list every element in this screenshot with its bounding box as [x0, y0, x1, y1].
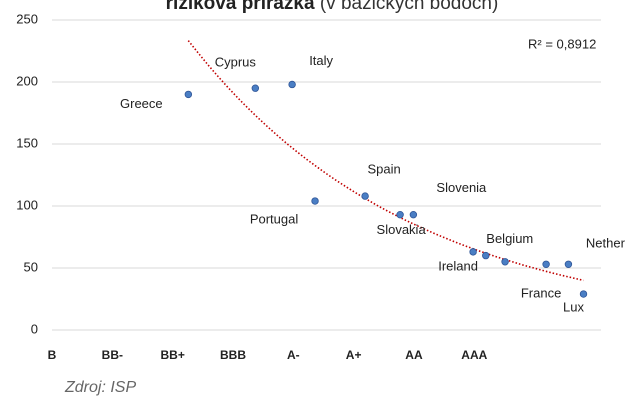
x-tick-label: BBB [220, 348, 246, 362]
x-tick-label: A+ [346, 348, 362, 362]
point [361, 192, 369, 200]
x-tick-label: AAA [461, 348, 487, 362]
point-label: Nether [586, 236, 626, 251]
point-label: Slovakia [377, 222, 427, 237]
y-tick-label: 50 [24, 259, 38, 274]
point-label: Lux [563, 299, 584, 314]
point-label: Cyprus [215, 55, 257, 70]
point-label: France [521, 286, 561, 301]
point [542, 260, 550, 268]
point [482, 251, 490, 260]
point [311, 197, 319, 205]
point [184, 90, 193, 99]
title-rest: (v bázických bodoch) [320, 0, 498, 14]
point [501, 258, 509, 266]
point [396, 210, 404, 219]
x-tick-label: B [48, 348, 57, 362]
point-label: Ireland [438, 258, 478, 273]
point [469, 248, 477, 256]
point [579, 290, 588, 298]
point-label: Portugal [250, 211, 299, 226]
x-tick-label: A- [287, 348, 300, 362]
point [564, 260, 573, 268]
title-bold: riziková prirážka [166, 0, 315, 14]
point [288, 80, 296, 89]
point-label: Belgium [486, 231, 533, 246]
x-tick-label: BB+ [160, 348, 184, 362]
point-label: Spain [367, 162, 400, 177]
point-label: Italy [309, 53, 333, 68]
r-squared: R² = 0,8912 [528, 36, 596, 51]
source: Zdroj: ISP [64, 379, 136, 396]
y-tick-label: 0 [31, 321, 38, 336]
point [251, 84, 260, 92]
y-tick-label: 150 [16, 135, 38, 150]
y-tick-label: 100 [16, 197, 38, 212]
trendline [187, 40, 584, 282]
x-tick-label: BB- [102, 348, 123, 362]
y-tick-label: 200 [16, 73, 38, 88]
point-label: Greece [120, 96, 163, 111]
point-label: Slovenia [436, 180, 487, 195]
chart-title: riziková prirážka (v bázických bodoch) [166, 0, 499, 14]
point [409, 210, 418, 219]
y-tick-label: 250 [16, 11, 38, 26]
x-tick-label: AA [405, 348, 423, 362]
